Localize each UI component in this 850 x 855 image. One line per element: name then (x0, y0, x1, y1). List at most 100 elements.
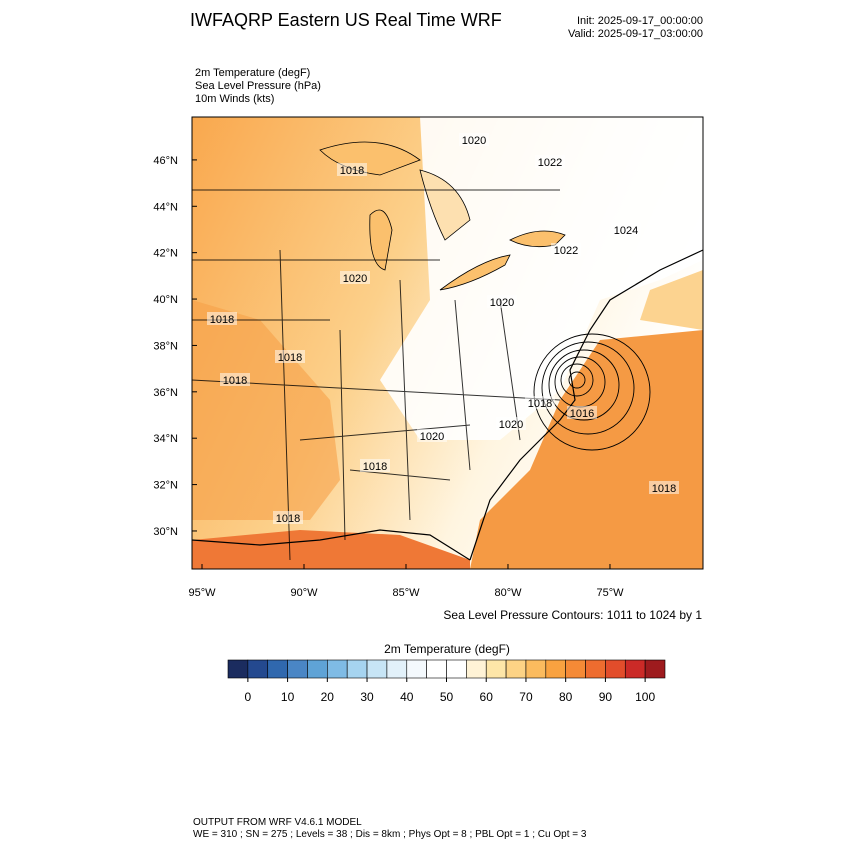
lat-tick-label: 34°N (153, 433, 178, 445)
lat-tick-label: 40°N (153, 294, 178, 306)
contour-label: 1020 (462, 135, 486, 147)
colorbar-tick-label: 100 (635, 690, 655, 704)
colorbar-swatch (585, 659, 606, 679)
lon-tick-label: 75°W (596, 587, 624, 599)
contour-label: 1018 (363, 461, 387, 473)
field-label: Sea Level Pressure (hPa) (195, 80, 321, 92)
contour-label-box (337, 163, 367, 176)
lat-tick-label: 32°N (153, 480, 178, 492)
contour-label: 1020 (499, 419, 523, 431)
footer-line: WE = 310 ; SN = 275 ; Levels = 38 ; Dis … (193, 829, 587, 840)
contour-label: 1022 (538, 157, 562, 169)
lake-erie (439, 254, 511, 291)
lon-tick-label: 95°W (188, 587, 216, 599)
contour-label-box (649, 481, 679, 494)
lat-tick-label: 36°N (153, 387, 178, 399)
contour-label-box (360, 459, 390, 472)
colorbar-swatch (545, 659, 566, 679)
colorbar-swatch (446, 659, 467, 679)
contour-label: 1020 (490, 297, 514, 309)
map: 1020 1022 1018 1024 1022 1020 1020 1018 1018 1018… (192, 117, 703, 569)
contour-label: 1018 (528, 398, 552, 410)
contour-label-box (525, 396, 555, 409)
colorbar-tick-label: 40 (400, 690, 414, 704)
contour-label: 1018 (276, 513, 300, 525)
colorbar-swatch (386, 659, 408, 679)
valid-time: Valid: 2025-09-17_03:00:00 (568, 28, 703, 40)
contour-label-box (417, 429, 447, 442)
colorbar-swatch (624, 659, 646, 679)
lake-ontario (509, 230, 566, 248)
contour-label: 1018 (223, 375, 247, 387)
lake-superior (319, 141, 421, 176)
contour-label-box (487, 295, 517, 308)
lon-tick-label: 90°W (290, 587, 318, 599)
contour-label: 1024 (614, 225, 638, 237)
lat-tick-label: 42°N (153, 248, 178, 260)
lat-tick-label: 44°N (153, 201, 178, 213)
contour-label-box (340, 271, 370, 284)
lat-tick-label: 38°N (153, 340, 178, 352)
colorbar-tick-label: 70 (519, 690, 533, 704)
colorbar-swatch (565, 659, 586, 679)
colorbar-swatch (287, 659, 308, 679)
lat-tick-label: 46°N (153, 155, 178, 167)
coastline (192, 249, 703, 561)
contour-label: 1020 (343, 273, 367, 285)
lon-tick-label: 85°W (392, 587, 420, 599)
lat-tick-label: 30°N (153, 526, 178, 538)
colorbar-swatch (346, 659, 368, 679)
contour-label: 1020 (420, 431, 444, 443)
contour-label: 1018 (652, 483, 676, 495)
colorbar-swatch (227, 659, 249, 679)
init-time: Init: 2025-09-17_00:00:00 (577, 15, 703, 27)
colorbar-swatch (525, 659, 547, 679)
colorbar-tick-label: 60 (480, 690, 494, 704)
lake-huron (419, 169, 471, 241)
colorbar-tick-label: 20 (321, 690, 335, 704)
contour-label-box (459, 133, 489, 146)
lake-michigan (369, 209, 393, 271)
colorbar: 0 10 20 30 40 50 60 70 80 90 100 (227, 659, 666, 704)
contour-label: 1018 (340, 165, 364, 177)
gulf-temperature (192, 530, 470, 569)
warm-region (192, 300, 340, 520)
colorbar-tick-label: 30 (360, 690, 374, 704)
field-label: 2m Temperature (degF) (195, 67, 310, 79)
colorbar-swatch (366, 659, 388, 679)
contour-label: 1018 (210, 314, 234, 326)
colorbar-swatch (505, 659, 527, 679)
contour-label-box (611, 223, 641, 236)
colorbar-tick-label: 10 (281, 690, 295, 704)
colorbar-swatch (644, 659, 666, 679)
colorbar-title: 2m Temperature (degF) (384, 642, 510, 656)
colorbar-swatch (426, 659, 447, 679)
colorbar-swatch (406, 659, 427, 679)
colorbar-swatch (605, 659, 626, 679)
ocean-temperature (640, 270, 703, 330)
colorbar-swatch (267, 659, 288, 679)
contour-label-box (551, 243, 581, 256)
axes: 30°N 32°N 34°N 36°N 38°N 40°N 42°N 44°N 46°N 95°W… (153, 155, 624, 599)
colorbar-swatch (466, 659, 487, 679)
colorbar-swatch (307, 659, 328, 679)
colorbar-tick-label: 0 (245, 690, 252, 704)
title: IWFAQRP Eastern US Real Time WRF (190, 10, 502, 30)
lon-tick-label: 80°W (494, 587, 522, 599)
contour-label-box (535, 155, 565, 168)
contour-note: Sea Level Pressure Contours: 1011 to 102… (443, 608, 702, 622)
contour-label: 1022 (554, 245, 578, 257)
colorbar-tick-label: 90 (599, 690, 613, 704)
contour-label: 1016 (570, 408, 594, 420)
contour-label-box (275, 350, 305, 363)
contour-label-box (496, 417, 526, 430)
contour-label-box (567, 406, 597, 419)
state-borders (192, 189, 561, 561)
contour-labels: 1020 1022 1018 1024 1022 1020 1020 1018 1018 1018… (207, 133, 679, 525)
contour-label-box (207, 312, 237, 325)
colorbar-tick-label: 50 (440, 690, 454, 704)
field-label: 10m Winds (kts) (195, 93, 274, 105)
colorbar-swatch (327, 659, 348, 679)
map-frame (191, 116, 704, 570)
